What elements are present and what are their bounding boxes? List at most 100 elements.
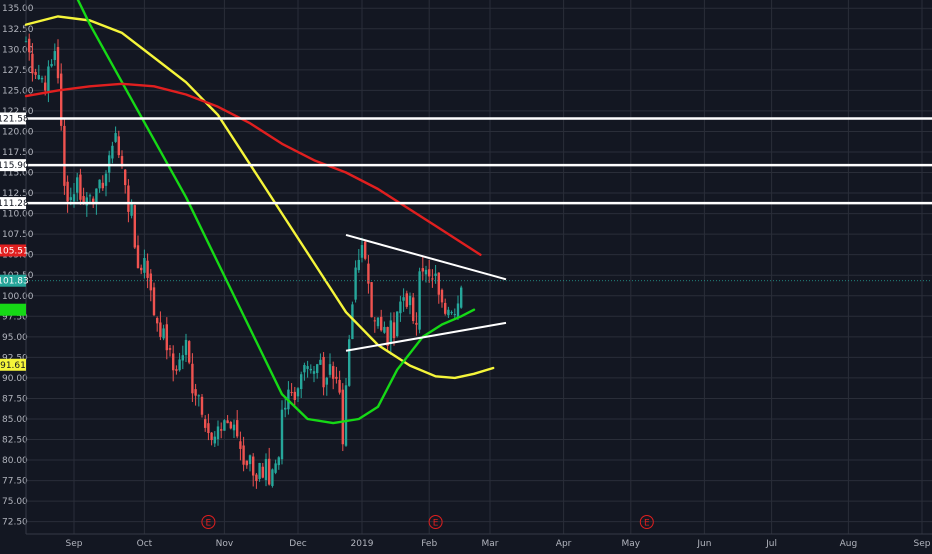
candle-body[interactable] <box>389 320 392 344</box>
candle-body[interactable] <box>428 269 431 277</box>
candle-body[interactable] <box>277 457 280 466</box>
candle-body[interactable] <box>248 455 252 465</box>
candle-body[interactable] <box>213 436 216 444</box>
candle-body[interactable] <box>34 71 37 75</box>
candle-body[interactable] <box>60 73 63 126</box>
candle-body[interactable] <box>216 426 220 440</box>
candle-body[interactable] <box>348 339 351 386</box>
candle-body[interactable] <box>140 267 143 271</box>
candle-body[interactable] <box>229 421 232 429</box>
candle-body[interactable] <box>178 359 181 371</box>
candle-body[interactable] <box>293 391 296 400</box>
candle-body[interactable] <box>47 66 50 92</box>
candle-body[interactable] <box>28 38 31 53</box>
horizontal-levels[interactable] <box>26 117 932 205</box>
candle-body[interactable] <box>335 376 338 379</box>
candle-body[interactable] <box>450 312 453 314</box>
candle-body[interactable] <box>44 82 47 91</box>
candle-body[interactable] <box>392 322 396 339</box>
candle-body[interactable] <box>56 47 60 79</box>
candle-body[interactable] <box>303 365 306 373</box>
trend-lines[interactable] <box>345 233 507 352</box>
candle-body[interactable] <box>261 466 264 478</box>
candle-body[interactable] <box>63 125 66 186</box>
candle-body[interactable] <box>92 198 95 202</box>
candle-body[interactable] <box>453 314 456 316</box>
candle-body[interactable] <box>181 355 184 361</box>
candle-body[interactable] <box>156 317 159 324</box>
candle-body[interactable] <box>309 368 312 371</box>
candle-body[interactable] <box>239 441 242 449</box>
candle-body[interactable] <box>325 377 328 385</box>
candle-body[interactable] <box>357 259 360 271</box>
candle-body[interactable] <box>383 326 386 333</box>
candle-body[interactable] <box>408 295 412 306</box>
candle-body[interactable] <box>399 301 402 314</box>
candle-body[interactable] <box>69 197 72 201</box>
candle-body[interactable] <box>284 407 287 410</box>
candle-body[interactable] <box>82 196 85 205</box>
candle-body[interactable] <box>338 379 341 393</box>
candle-body[interactable] <box>300 374 303 390</box>
candle-body[interactable] <box>341 389 344 445</box>
candle-body[interactable] <box>236 420 239 437</box>
candle-body[interactable] <box>412 297 415 322</box>
candle-body[interactable] <box>437 272 440 295</box>
candle-body[interactable] <box>258 463 261 479</box>
candle-body[interactable] <box>184 339 188 355</box>
earnings-marker-icon[interactable] <box>639 515 654 529</box>
candle-body[interactable] <box>210 432 213 441</box>
candle-body[interactable] <box>79 174 82 200</box>
candle-body[interactable] <box>162 328 165 339</box>
candle-body[interactable] <box>85 197 88 206</box>
candle-body[interactable] <box>98 179 101 189</box>
earnings-marker-icon[interactable] <box>428 515 443 529</box>
candle-body[interactable] <box>124 169 127 186</box>
candle-body[interactable] <box>37 75 40 80</box>
candle-body[interactable] <box>271 469 274 486</box>
trend-line-2[interactable] <box>345 321 507 352</box>
candle-body[interactable] <box>444 302 447 314</box>
candle-body[interactable] <box>364 241 367 259</box>
candle-body[interactable] <box>296 388 300 397</box>
candle-body[interactable] <box>370 282 373 318</box>
candle-body[interactable] <box>316 364 319 373</box>
candle-body[interactable] <box>373 320 376 322</box>
candle-body[interactable] <box>312 371 316 374</box>
candle-body[interactable] <box>440 289 444 303</box>
candle-body[interactable] <box>50 63 53 67</box>
candle-body[interactable] <box>367 263 370 284</box>
candle-body[interactable] <box>130 204 133 216</box>
candle-body[interactable] <box>175 369 178 371</box>
candle-body[interactable] <box>255 474 258 482</box>
candle-body[interactable] <box>120 156 124 166</box>
candle-body[interactable] <box>168 348 172 350</box>
candle-body[interactable] <box>460 287 463 308</box>
candle-body[interactable] <box>204 419 207 428</box>
candle-body[interactable] <box>101 182 104 189</box>
candle-body[interactable] <box>111 145 114 159</box>
candle-body[interactable] <box>200 396 204 415</box>
candle-body[interactable] <box>191 363 194 394</box>
candle-body[interactable] <box>152 287 156 316</box>
candle-body[interactable] <box>220 429 223 431</box>
candle-body[interactable] <box>242 445 245 465</box>
candle-body[interactable] <box>127 185 130 212</box>
candle-body[interactable] <box>402 297 405 301</box>
candle-body[interactable] <box>66 181 69 202</box>
candle-body[interactable] <box>380 316 383 331</box>
candle-body[interactable] <box>143 258 146 273</box>
candle-body[interactable] <box>223 420 226 431</box>
candle-body[interactable] <box>418 271 421 330</box>
candle-body[interactable] <box>133 205 136 248</box>
candle-body[interactable] <box>197 395 200 397</box>
candle-body[interactable] <box>245 460 248 466</box>
candle-body[interactable] <box>290 392 293 394</box>
candle-body[interactable] <box>149 273 152 291</box>
candle-body[interactable] <box>31 53 34 74</box>
candle-body[interactable] <box>447 309 450 316</box>
candle-body[interactable] <box>360 245 364 258</box>
